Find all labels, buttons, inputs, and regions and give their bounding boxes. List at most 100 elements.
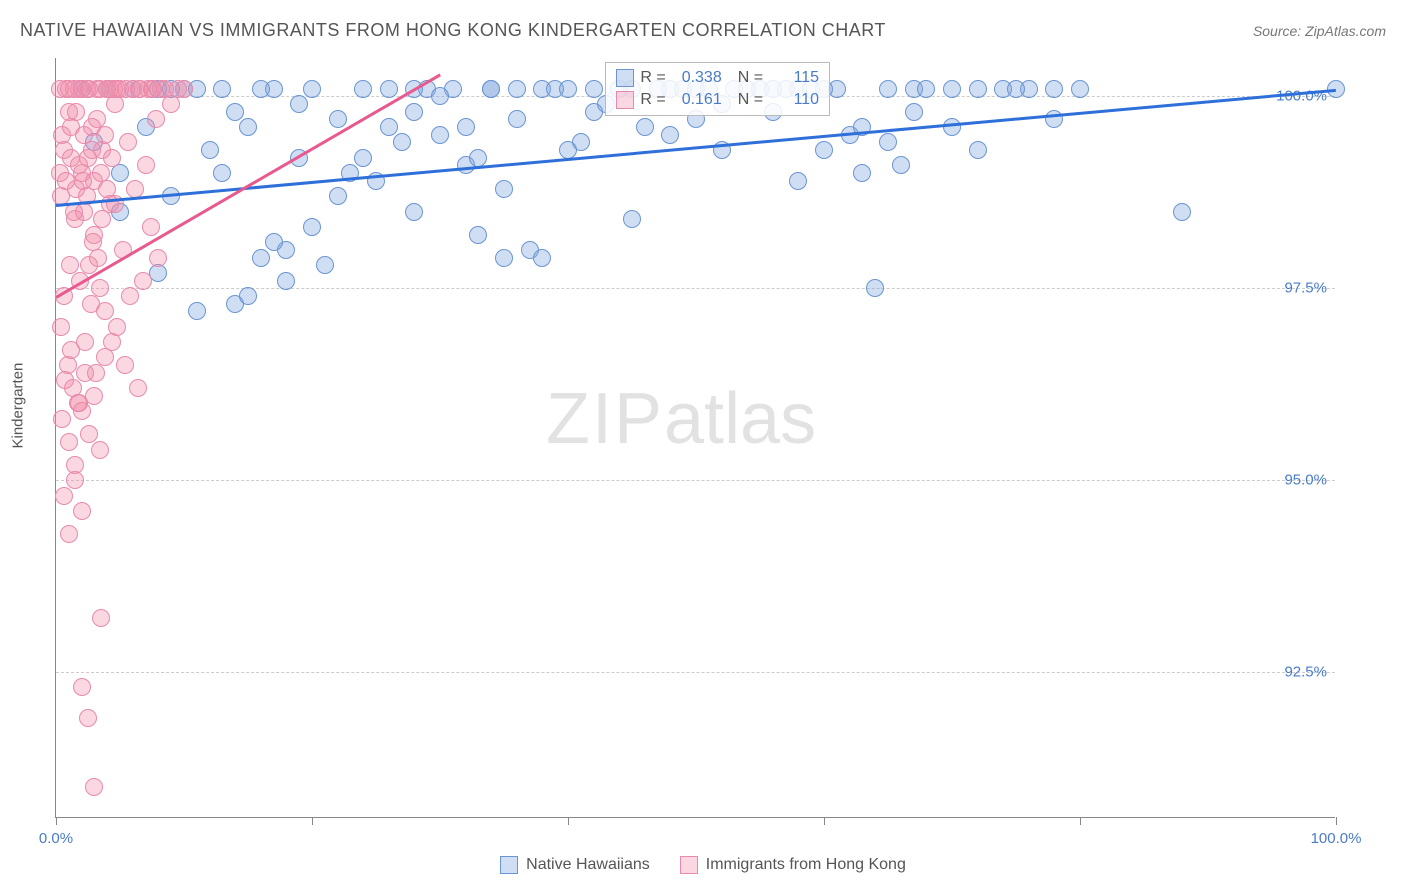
scatter-point <box>457 118 475 136</box>
x-tick-mark <box>568 817 569 825</box>
scatter-point <box>149 249 167 267</box>
gridline <box>56 480 1335 481</box>
scatter-point <box>1071 80 1089 98</box>
scatter-point <box>147 110 165 128</box>
scatter-point <box>213 164 231 182</box>
r-value: 0.338 <box>672 69 722 87</box>
x-tick-mark <box>1336 817 1337 825</box>
x-tick-label: 0.0% <box>39 830 73 847</box>
scatter-point <box>559 80 577 98</box>
scatter-point <box>103 149 121 167</box>
chart-title: NATIVE HAWAIIAN VS IMMIGRANTS FROM HONG … <box>20 20 886 41</box>
scatter-point <box>85 387 103 405</box>
scatter-point <box>354 80 372 98</box>
scatter-point <box>56 371 74 389</box>
scatter-point <box>96 126 114 144</box>
scatter-point <box>62 341 80 359</box>
scatter-point <box>636 118 654 136</box>
legend-swatch <box>616 69 634 87</box>
scatter-point <box>943 80 961 98</box>
scatter-point <box>815 141 833 159</box>
scatter-point <box>943 118 961 136</box>
legend-swatch <box>616 91 634 109</box>
scatter-point <box>252 80 270 98</box>
r-label: R = <box>640 69 665 87</box>
scatter-point <box>70 156 88 174</box>
scatter-point <box>239 287 257 305</box>
scatter-point <box>290 95 308 113</box>
scatter-point <box>239 118 257 136</box>
scatter-point <box>108 80 126 98</box>
scatter-point <box>60 525 78 543</box>
legend-stats-row: R =0.338N =115 <box>616 67 819 89</box>
scatter-point <box>119 133 137 151</box>
scatter-point <box>92 609 110 627</box>
y-tick-label: 95.0% <box>1284 472 1327 489</box>
scatter-point <box>303 218 321 236</box>
scatter-point <box>175 80 193 98</box>
scatter-point <box>89 249 107 267</box>
x-tick-label: 100.0% <box>1311 830 1362 847</box>
scatter-point <box>879 80 897 98</box>
scatter-point <box>508 110 526 128</box>
scatter-point <box>866 279 884 297</box>
scatter-point <box>508 80 526 98</box>
scatter-point <box>76 364 94 382</box>
y-tick-label: 92.5% <box>1284 664 1327 681</box>
scatter-point <box>93 210 111 228</box>
x-tick-mark <box>56 817 57 825</box>
scatter-point <box>57 172 75 190</box>
scatter-point <box>116 356 134 374</box>
scatter-point <box>73 402 91 420</box>
scatter-point <box>126 180 144 198</box>
watermark: ZIPatlas <box>546 378 816 460</box>
scatter-point <box>149 264 167 282</box>
scatter-point <box>316 256 334 274</box>
scatter-point <box>142 218 160 236</box>
scatter-point <box>879 133 897 151</box>
scatter-point <box>1007 80 1025 98</box>
scatter-point <box>213 80 231 98</box>
scatter-point <box>106 95 124 113</box>
source-label: Source: ZipAtlas.com <box>1253 23 1386 39</box>
scatter-point <box>108 318 126 336</box>
scatter-point <box>134 272 152 290</box>
watermark-atlas: atlas <box>664 379 816 459</box>
legend-series-item: Immigrants from Hong Kong <box>680 856 906 874</box>
scatter-point <box>91 441 109 459</box>
legend-series-label: Immigrants from Hong Kong <box>706 856 906 874</box>
title-bar: NATIVE HAWAIIAN VS IMMIGRANTS FROM HONG … <box>20 20 1386 41</box>
scatter-point <box>1045 80 1063 98</box>
scatter-point <box>469 226 487 244</box>
n-label: N = <box>738 69 763 87</box>
scatter-point <box>661 126 679 144</box>
scatter-point <box>405 203 423 221</box>
scatter-point <box>533 249 551 267</box>
scatter-point <box>85 778 103 796</box>
x-tick-mark <box>824 817 825 825</box>
scatter-point <box>917 80 935 98</box>
y-tick-label: 97.5% <box>1284 280 1327 297</box>
gridline <box>56 672 1335 673</box>
scatter-point <box>201 141 219 159</box>
legend-swatch <box>680 856 698 874</box>
n-label: N = <box>738 91 763 109</box>
scatter-point <box>55 141 73 159</box>
scatter-point <box>329 187 347 205</box>
scatter-point <box>73 678 91 696</box>
scatter-point <box>495 249 513 267</box>
scatter-point <box>60 433 78 451</box>
scatter-point <box>905 103 923 121</box>
legend-stats: R =0.338N =115R =0.161N =110 <box>605 62 830 116</box>
scatter-point <box>303 80 321 98</box>
scatter-point <box>969 141 987 159</box>
scatter-point <box>431 126 449 144</box>
scatter-point <box>55 487 73 505</box>
scatter-point <box>623 210 641 228</box>
scatter-point <box>853 164 871 182</box>
scatter-point <box>265 233 283 251</box>
plot-area: ZIPatlas 92.5%95.0%97.5%100.0%0.0%100.0% <box>55 58 1335 818</box>
x-tick-mark <box>312 817 313 825</box>
legend-series: Native HawaiiansImmigrants from Hong Kon… <box>0 856 1406 874</box>
r-label: R = <box>640 91 665 109</box>
